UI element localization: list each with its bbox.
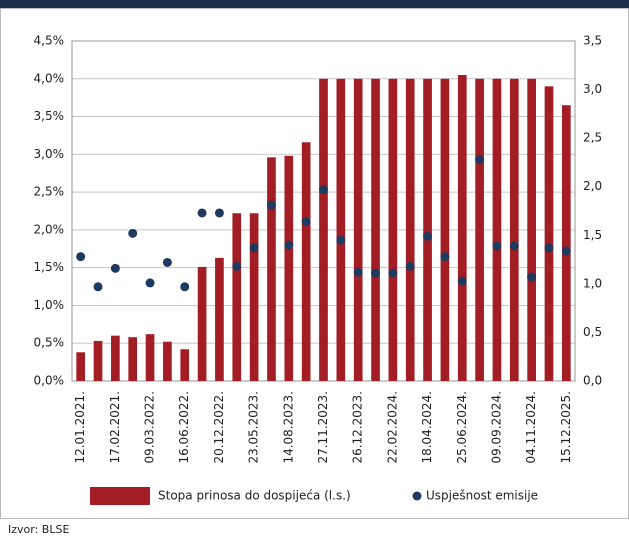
bar (527, 78, 536, 382)
y-tick-label: 1,0% (34, 298, 65, 312)
bar (319, 78, 328, 382)
bar (492, 78, 502, 382)
bar (197, 266, 207, 381)
bar (353, 78, 363, 382)
dot (492, 241, 502, 251)
bar (423, 78, 432, 382)
bar (284, 155, 294, 381)
dot (423, 231, 433, 241)
dot (266, 200, 276, 210)
dot (336, 235, 346, 245)
dot (197, 208, 207, 218)
x-tick-label: 23.05.2023. (247, 391, 261, 464)
legend-label: Stopa prinosa do dospijeća (l.s.) (158, 489, 351, 503)
y2-tick-label: 0,0 (583, 374, 602, 388)
x-tick-label: 22.02.2024. (385, 391, 399, 464)
dot (319, 185, 328, 195)
bar (336, 78, 346, 382)
dot (561, 246, 571, 256)
bar (405, 78, 415, 382)
y2-tick-label: 3,5 (583, 34, 602, 48)
bar (440, 78, 450, 382)
bar (111, 335, 120, 381)
source: Izvor: BLSE (8, 523, 69, 536)
bar (388, 78, 398, 382)
dot (162, 257, 172, 267)
y2-tick-label: 2,0 (583, 179, 602, 193)
y-tick-label: 2,5% (34, 185, 65, 199)
bar (93, 340, 103, 381)
bar (215, 257, 224, 381)
x-tick-label: 17.02.2021. (108, 391, 122, 464)
dot (544, 243, 554, 253)
dot (388, 268, 398, 278)
y-tick-label: 3,5% (34, 109, 65, 123)
bar (301, 142, 311, 381)
bar (163, 341, 172, 381)
y2-tick-label: 3,0 (583, 82, 602, 96)
y2-tick-label: 0,5 (583, 325, 602, 339)
x-tick-label: 18.04.2024. (420, 391, 434, 464)
legend-swatch (90, 487, 150, 505)
dot (301, 217, 311, 227)
dot (371, 268, 381, 278)
x-tick-label: 27.11.2023. (316, 391, 330, 464)
bar (371, 78, 380, 382)
bar (249, 213, 259, 381)
top-stripe (0, 0, 629, 8)
dot (284, 240, 294, 250)
x-tick-label: 09.03.2022. (143, 391, 157, 464)
dot (405, 261, 415, 271)
y-tick-label: 4,0% (34, 71, 65, 85)
bar (509, 78, 519, 382)
x-tick-label: 12.01.2021. (73, 391, 87, 464)
bar (128, 337, 138, 381)
dot (527, 272, 537, 282)
bar (180, 349, 190, 381)
y2-tick-label: 1,0 (583, 276, 602, 290)
y-tick-label: 2,0% (34, 222, 65, 236)
y-tick-label: 1,5% (34, 260, 65, 274)
bar (561, 105, 571, 381)
y-tick-label: 3,0% (34, 147, 65, 161)
dot (180, 282, 190, 292)
dot (475, 155, 485, 165)
bar (475, 78, 484, 382)
dot (76, 252, 86, 262)
y-tick-label: 0,5% (34, 336, 65, 350)
dot (440, 252, 450, 262)
x-tick-label: 16.06.2022. (177, 391, 191, 464)
y-tick-label: 4,5% (34, 34, 65, 48)
x-tick-label: 20.12.2022. (212, 391, 226, 464)
y2-tick-label: 1,5 (583, 228, 602, 242)
bar (457, 75, 467, 381)
x-tick-label: 25.06.2024. (455, 391, 469, 464)
bar (232, 213, 242, 381)
dot (128, 228, 138, 238)
dot (110, 263, 120, 273)
dot (509, 241, 519, 251)
x-tick-label: 04.11.2024. (524, 391, 538, 464)
x-tick-label: 14.08.2023. (281, 391, 295, 464)
dot (249, 243, 259, 253)
x-tick-label: 26.12.2023. (351, 391, 365, 464)
y2-tick-label: 2,5 (583, 131, 602, 145)
dot (145, 278, 155, 288)
bar (76, 352, 86, 381)
dot (232, 261, 242, 271)
y-tick-label: 0,0% (34, 374, 65, 388)
dot (353, 267, 363, 277)
dot (457, 276, 467, 286)
bar (544, 86, 554, 381)
dot (214, 208, 224, 218)
bar (267, 157, 276, 381)
dot (93, 282, 103, 292)
bar (145, 334, 155, 381)
x-tick-label: 09.09.2024. (489, 391, 503, 464)
legend-label: Uspješnost emisije (426, 489, 538, 503)
legend-swatch (412, 491, 422, 501)
x-tick-label: 15.12.2025. (559, 391, 573, 464)
